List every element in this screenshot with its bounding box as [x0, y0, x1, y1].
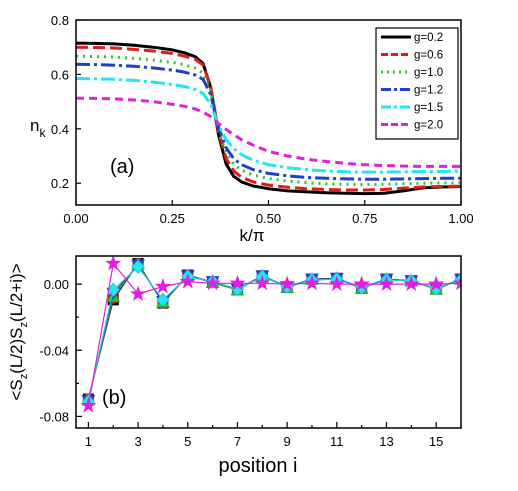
legend-label: g=2.0 — [414, 120, 443, 132]
series-line-diamond — [87, 265, 461, 402]
data-point-star — [105, 256, 122, 271]
panel-a-x-axis: 0.00 0.25 0.50 0.75 1.00 — [63, 200, 474, 226]
x-tick-label: 9 — [284, 434, 291, 449]
series-line-g-0-6 — [76, 45, 461, 192]
ylabel-part-2: z — [18, 374, 30, 380]
series-line-star — [87, 261, 461, 406]
x-tick-label: 0.00 — [63, 211, 88, 226]
x-tick-label: 15 — [429, 434, 443, 449]
x-tick-label: 13 — [379, 434, 393, 449]
series-line-g-1-2 — [76, 62, 461, 181]
ylabel-part-3: (L/2)S — [7, 328, 26, 374]
ylabel-part-5: (L/2+i)> — [7, 263, 26, 322]
legend-label: g=0.2 — [414, 32, 443, 44]
data-point-star — [129, 285, 147, 301]
panel-b-y-axis: 0.00 -0.04 -0.08 — [39, 277, 82, 424]
panel-b-plot-area — [80, 256, 461, 413]
x-tick-label: 0.75 — [352, 211, 377, 226]
y-tick-label: 0.2 — [51, 176, 69, 191]
panel-b-frame — [75, 255, 462, 429]
data-point-diamond — [131, 259, 145, 274]
panel-b-x-label: position i — [219, 455, 298, 477]
x-tick-label: 0.50 — [256, 211, 281, 226]
panel-a-y-label: nk — [30, 116, 46, 140]
data-point-star — [428, 275, 445, 292]
x-tick-label: 0.25 — [160, 211, 185, 226]
y-tick-label: -0.04 — [39, 343, 69, 358]
panel-a-label: (a) — [110, 156, 134, 178]
legend-label: g=1.5 — [414, 102, 443, 114]
x-tick-label: 3 — [134, 434, 141, 449]
panel-a-chart: 0.00 0.25 0.50 0.75 1.00 0.2 0.4 0.6 0.8 (a) k/… — [30, 13, 474, 245]
legend-label: g=1.0 — [414, 67, 443, 79]
ylabel-part-1: <S — [7, 379, 26, 400]
panel-a-x-label: k/π — [240, 226, 265, 245]
series-line-g-0-2 — [76, 41, 461, 196]
x-tick-label: 11 — [330, 434, 344, 449]
x-tick-label: 1.00 — [448, 211, 473, 226]
data-point-star — [179, 273, 196, 289]
panel-a-plot-area — [76, 41, 461, 196]
y-tick-label: -0.08 — [39, 409, 69, 424]
data-point-star — [353, 275, 370, 292]
series-line-g-1-5 — [76, 77, 461, 174]
legend-box — [375, 27, 459, 140]
data-point-star — [204, 274, 221, 291]
y-tick-label: 0.8 — [51, 13, 69, 28]
data-point-star — [378, 275, 395, 292]
legend-label: g=1.2 — [414, 85, 443, 97]
data-point-star — [303, 274, 321, 291]
ylabel-part-4: z — [18, 322, 30, 328]
x-tick-label: 1 — [85, 434, 92, 449]
data-point-star — [279, 275, 296, 292]
panel-b-label: (b) — [102, 387, 126, 409]
data-point-star — [229, 274, 246, 291]
panel-b-y-label: <Sz(L/2)Sz(L/2+i)> — [7, 263, 30, 400]
data-point-star — [254, 274, 271, 291]
panel-a-y-axis: 0.2 0.4 0.6 0.8 — [51, 13, 81, 191]
x-tick-label: 5 — [184, 434, 191, 449]
panel-b-chart: 1 3 5 7 9 11 13 15 0.00-0.04-0.08 (b) position … — [7, 255, 462, 477]
data-point-star — [154, 278, 172, 294]
x-tick-label: 7 — [234, 434, 241, 449]
series-line-g-2-0 — [76, 96, 461, 168]
y-tick-label: 0.6 — [51, 67, 69, 82]
data-point-diamond — [156, 292, 170, 308]
legend-label: g=0.6 — [414, 50, 443, 62]
panel-a-y-label-sub: k — [39, 126, 46, 140]
data-point-star — [328, 275, 345, 292]
y-tick-label: 0.4 — [51, 122, 69, 137]
data-point-star — [452, 274, 461, 291]
panel-a-y-label-main: n — [30, 116, 39, 135]
data-point-star — [80, 397, 97, 413]
data-point-star — [403, 275, 420, 292]
y-tick-label: 0.00 — [44, 277, 69, 292]
panel-b-x-axis: 1 3 5 7 9 11 13 15 — [85, 422, 462, 449]
panel-a-legend: g=0.2 g=0.6 g=1.0 g=1.2 g=1.5 g=2.0 — [375, 27, 459, 140]
series-line-g-1-0 — [76, 54, 461, 187]
